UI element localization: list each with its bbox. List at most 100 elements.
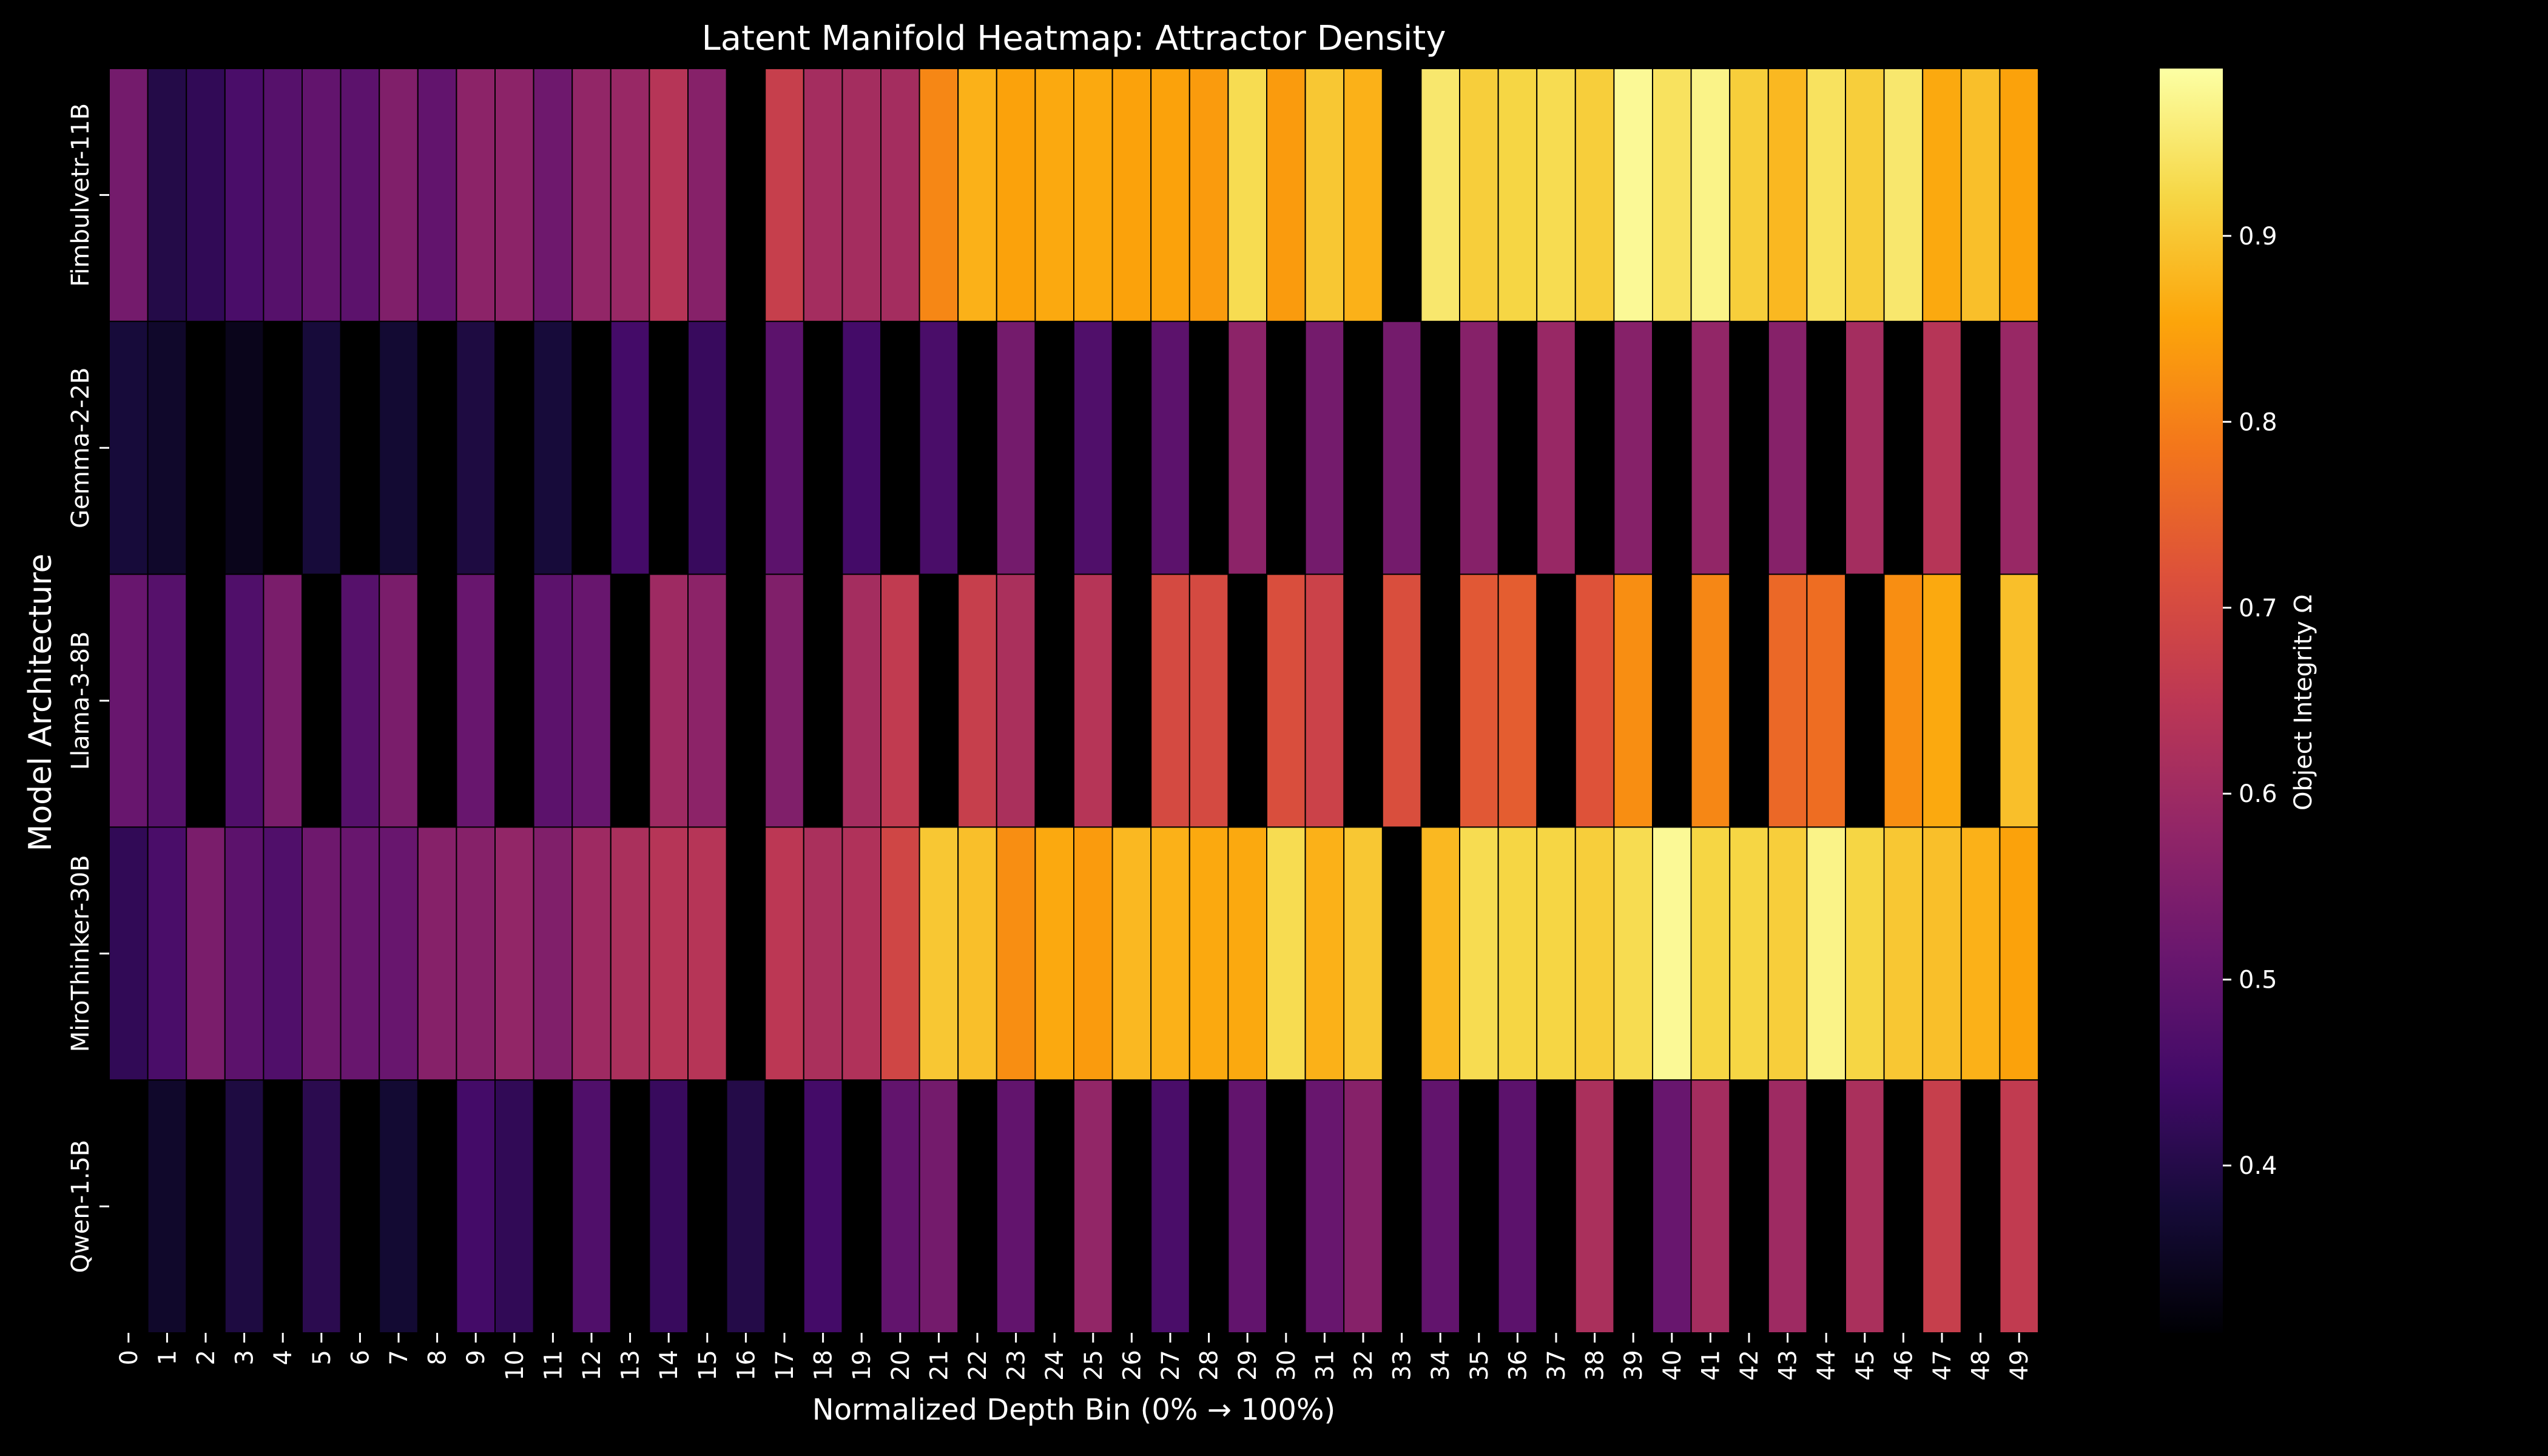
heatmap-cell (1922, 68, 1962, 322)
heatmap-cell (803, 1079, 843, 1333)
heatmap-cell (649, 573, 689, 828)
heatmap-cell (1999, 573, 2039, 828)
heatmap-cell (1497, 1079, 1538, 1333)
heatmap-cell (571, 573, 612, 828)
x-tick-label: 20 (887, 1350, 915, 1381)
heatmap-cell (1999, 68, 2039, 322)
heatmap-cell (417, 68, 457, 322)
heatmap-cell (1574, 826, 1615, 1081)
heatmap-cell (1459, 826, 1499, 1081)
x-tick-label: 41 (1697, 1350, 1725, 1381)
heatmap-cell (1806, 826, 1846, 1081)
x-tick-label: 26 (1118, 1350, 1146, 1381)
heatmap-cell (1767, 68, 1808, 322)
heatmap-cell (918, 826, 959, 1081)
heatmap-cell (1845, 1079, 1885, 1333)
heatmap-cell (1999, 826, 2039, 1081)
heatmap-cell (1922, 826, 1962, 1081)
heatmap-cell (224, 1079, 265, 1333)
heatmap-cell (996, 1079, 1036, 1333)
heatmap-cell (880, 1079, 920, 1333)
x-tick-label: 6 (346, 1350, 374, 1365)
heatmap-cell (1227, 1079, 1268, 1333)
heatmap-cell (340, 826, 380, 1081)
heatmap-cell (996, 68, 1036, 322)
x-tick-label: 19 (848, 1350, 876, 1381)
heatmap-cell (1806, 68, 1846, 322)
heatmap-cell (880, 68, 920, 322)
heatmap-cell (764, 826, 804, 1081)
heatmap-cell (379, 573, 419, 828)
heatmap-cell (224, 826, 265, 1081)
heatmap-cell (109, 826, 149, 1081)
heatmap-cell (224, 68, 265, 322)
heatmap-cell (803, 826, 843, 1081)
heatmap-cell (803, 68, 843, 322)
heatmap-cell (533, 320, 573, 575)
heatmap-cell (109, 573, 149, 828)
heatmap-cell (379, 320, 419, 575)
heatmap-cell (302, 68, 342, 322)
heatmap-cell (533, 826, 573, 1081)
x-tick-label: 5 (308, 1350, 336, 1365)
heatmap-cell (417, 826, 457, 1081)
x-axis-ticks: 0 1 2 3 4 5 6 7 8 9 10 11 12 13 14 15 16 17 18 19 20 21 22 23 24… (115, 1333, 2034, 1381)
heatmap-cell (1188, 826, 1229, 1081)
heatmap-cell (1111, 68, 1152, 322)
heatmap-cell (1073, 68, 1113, 322)
colorbar-tick-label: 0.7 (2239, 595, 2277, 622)
y-axis-label: Model Architecture (22, 553, 59, 851)
heatmap-cell (456, 68, 496, 322)
x-tick-label: 47 (1929, 1350, 1956, 1381)
heatmap-cell (649, 826, 689, 1081)
heatmap-cell (1150, 1079, 1190, 1333)
colorbar-label: Object Integrity Ω (2290, 595, 2317, 811)
x-tick-label: 39 (1620, 1350, 1648, 1381)
heatmap-cell (687, 320, 727, 575)
heatmap-cell (1497, 573, 1538, 828)
heatmap-cell (1536, 68, 1576, 322)
x-tick-label: 12 (578, 1350, 606, 1381)
heatmap-cell (1034, 826, 1075, 1081)
heatmap-cell (1150, 826, 1190, 1081)
heatmap-cell (533, 573, 573, 828)
heatmap-cell (610, 826, 650, 1081)
heatmap-cell (1188, 68, 1229, 322)
heatmap-cell (1767, 1079, 1808, 1333)
x-tick-label: 24 (1041, 1350, 1069, 1381)
x-tick-label: 9 (462, 1350, 490, 1365)
heatmap-cell (571, 1079, 612, 1333)
heatmap-cell (456, 826, 496, 1081)
heatmap-cell (1960, 68, 2001, 322)
heatmap-cell (1767, 826, 1808, 1081)
heatmap-cell (379, 68, 419, 322)
colorbar-tick-label: 0.5 (2239, 966, 2277, 994)
heatmap-cell (1266, 573, 1306, 828)
heatmap-cell (1497, 826, 1538, 1081)
heatmap-cell (1459, 68, 1499, 322)
heatmap-cell (533, 68, 573, 322)
heatmap-cell (1690, 320, 1731, 575)
heatmap-cell (1652, 826, 1692, 1081)
heatmap-cell (687, 826, 727, 1081)
heatmap-cell (649, 68, 689, 322)
heatmap-cell (1459, 573, 1499, 828)
heatmap-cell (147, 1079, 187, 1333)
heatmap-cell (1574, 68, 1615, 322)
x-tick-label: 10 (501, 1350, 529, 1381)
heatmap-cell (957, 573, 997, 828)
x-tick-label: 14 (655, 1350, 683, 1381)
heatmap-cell (1073, 320, 1113, 575)
heatmap-cell (186, 826, 226, 1081)
heatmap-cell (764, 320, 804, 575)
heatmap-cell (263, 573, 303, 828)
heatmap-cell (1227, 320, 1268, 575)
heatmap-cell (1729, 826, 1769, 1081)
x-tick-label: 21 (925, 1350, 953, 1381)
heatmap-cell (186, 68, 226, 322)
heatmap-cell (1613, 68, 1653, 322)
heatmap-cell (1845, 320, 1885, 575)
heatmap-cell (957, 826, 997, 1081)
heatmap-cell (1690, 573, 1731, 828)
